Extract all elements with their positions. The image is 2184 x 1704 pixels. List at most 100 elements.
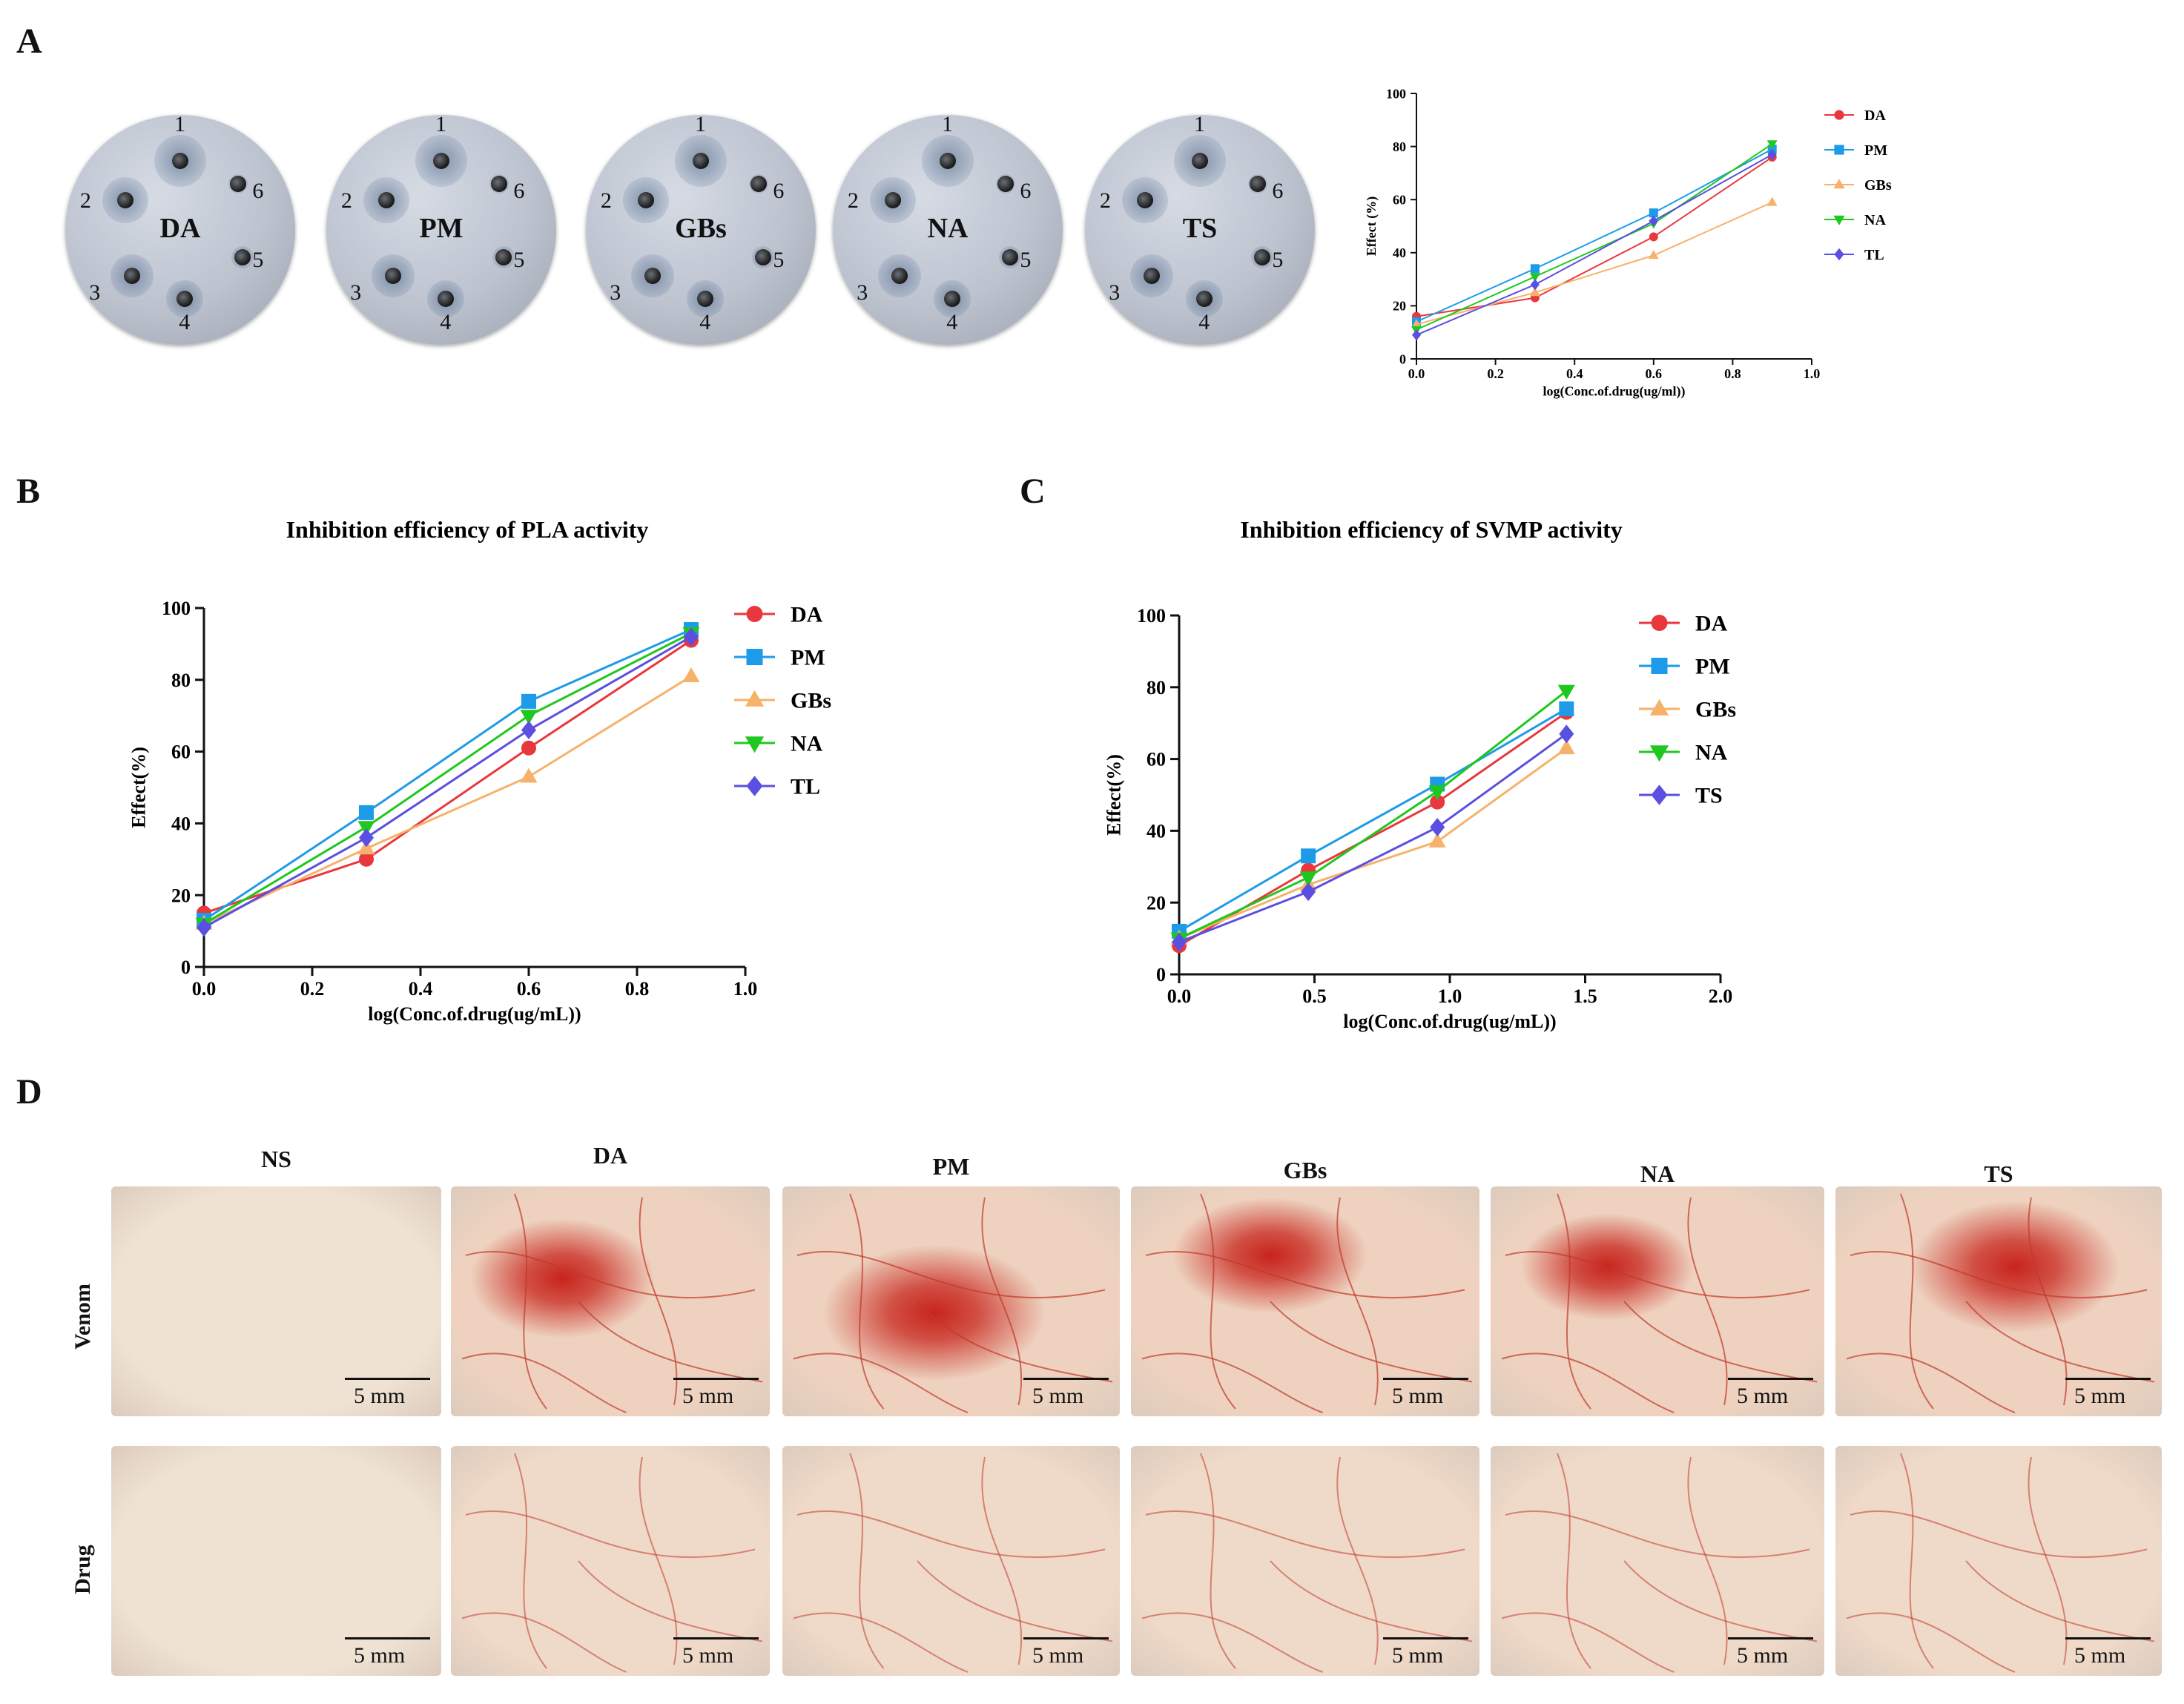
legend-marker-da (1834, 110, 1844, 120)
data-point-tl (1767, 148, 1777, 160)
x-tick-label: 0.2 (300, 978, 325, 1000)
legend-label: NA (791, 732, 823, 756)
well-hole (490, 176, 507, 192)
legend-marker-tl (746, 776, 763, 796)
data-point-tl (1530, 279, 1540, 291)
scale-bar-label: 5 mm (1032, 1643, 1084, 1668)
series-line-da (1416, 156, 1773, 317)
y-tick-label: 0 (1399, 351, 1406, 366)
series-line-tl (1416, 153, 1773, 336)
x-tick-label: 1.5 (1573, 985, 1597, 1007)
panel-label-b: B (16, 472, 41, 511)
data-point-pm (1301, 848, 1316, 864)
data-point-gbs (520, 767, 538, 783)
x-tick-label: 0.5 (1302, 985, 1327, 1007)
blood-vessels (461, 1453, 763, 1673)
legend-label: DA (1864, 108, 1886, 124)
panel-label-a: A (16, 22, 42, 61)
well-hole (1001, 249, 1018, 266)
column-label-ns: NS (261, 1146, 291, 1172)
column-label-na: NA (1640, 1160, 1675, 1187)
data-point-tl (521, 721, 536, 740)
y-tick-label: 100 (162, 598, 191, 619)
data-point-da (1649, 232, 1658, 242)
data-point-ts (1301, 882, 1316, 902)
well-hole (940, 153, 956, 169)
well-number: 6 (1020, 179, 1032, 204)
well-number: 2 (847, 188, 859, 213)
well-number: 3 (350, 280, 362, 305)
legend-label: PM (1695, 655, 1730, 679)
x-axis-label: log(Conc.of.drug(ug/mL)) (1343, 1011, 1556, 1032)
scale-bar (1023, 1378, 1109, 1380)
plate-label: TS (1182, 213, 1218, 244)
well-number: 5 (1272, 248, 1284, 273)
series-line-pm (1416, 148, 1773, 323)
well-hole (693, 153, 709, 169)
series-line-gbs (1178, 747, 1568, 939)
data-point-ts (1430, 818, 1445, 837)
blood-vessels (1501, 1453, 1818, 1673)
well-hole (123, 268, 140, 284)
agar-plate-na: 1 2 3 4 5 6 NA (833, 112, 1063, 345)
well-hole (944, 291, 961, 307)
legend-label: GBs (1864, 177, 1892, 194)
legend-label: TS (1695, 784, 1723, 808)
legend-label: DA (791, 603, 823, 627)
legend-marker-tl (1834, 248, 1844, 261)
agar-plate-ts: 1 2 3 4 5 6 TS (1085, 112, 1315, 345)
skin-photo-drug-pm: 5 mm (782, 1446, 1120, 1676)
legend-marker-da (1651, 615, 1668, 631)
legend-marker-pm (746, 649, 763, 665)
skin-photo-drug-na: 5 mm (1491, 1446, 1824, 1676)
well-number: 5 (252, 248, 264, 273)
well-hole (377, 191, 395, 208)
series-line-ts (1178, 733, 1568, 943)
series-line-na (1416, 143, 1773, 331)
scale-bar (673, 1378, 759, 1380)
well-hole (884, 191, 901, 208)
scale-bar-label: 5 mm (1032, 1384, 1084, 1408)
legend-marker-gbs (1833, 179, 1845, 189)
legend-label: NA (1864, 212, 1886, 228)
chart-a-dose-response: 0.0 0.2 0.4 0.6 0.8 1.0 0 20 40 60 80 100 log(Conc.o… (1364, 86, 1892, 399)
data-point-gbs (1428, 832, 1446, 848)
well-hole (172, 153, 188, 169)
well-number: 2 (600, 188, 612, 213)
y-tick-label: 20 (171, 885, 191, 906)
y-tick-label: 80 (1393, 139, 1406, 154)
well-number: 6 (252, 179, 264, 204)
well-number: 2 (1099, 188, 1111, 213)
well-number: 6 (773, 179, 785, 204)
x-tick-label: 0.2 (1487, 366, 1504, 381)
y-tick-label: 0 (181, 957, 191, 978)
y-tick-label: 60 (1147, 749, 1166, 770)
data-point-gbs (357, 839, 375, 855)
data-point-da (1430, 794, 1445, 810)
y-tick-label: 60 (171, 742, 191, 763)
legend-label: TL (791, 775, 820, 799)
chart-title: Inhibition efficiency of SVMP activity (1240, 516, 1623, 543)
row-label-venom: Venom (70, 1284, 95, 1350)
data-point-na (1428, 785, 1446, 801)
data-point-na (357, 821, 375, 836)
legend-label: GBs (1695, 698, 1736, 722)
data-point-tl (359, 828, 374, 848)
x-tick-label: 0.8 (625, 978, 650, 1000)
y-tick-label: 80 (1147, 677, 1166, 699)
well-number: 1 (942, 112, 953, 137)
x-axis-label: log(Conc.of.drug(ug/mL)) (368, 1003, 581, 1025)
scale-bar-label: 5 mm (354, 1384, 406, 1408)
scale-bar-label: 5 mm (682, 1384, 734, 1408)
well-number: 3 (89, 280, 101, 305)
well-hole (697, 291, 714, 307)
scale-bar-label: 5 mm (354, 1643, 406, 1668)
x-tick-label: 2.0 (1709, 985, 1733, 1007)
well-hole (997, 176, 1014, 192)
well-number: 4 (1198, 310, 1210, 334)
data-point-pm (1649, 208, 1658, 218)
series-line-tl (203, 635, 692, 929)
data-point-na (1766, 140, 1778, 150)
scale-bar (1023, 1637, 1109, 1639)
scale-bar-label: 5 mm (1737, 1384, 1789, 1408)
